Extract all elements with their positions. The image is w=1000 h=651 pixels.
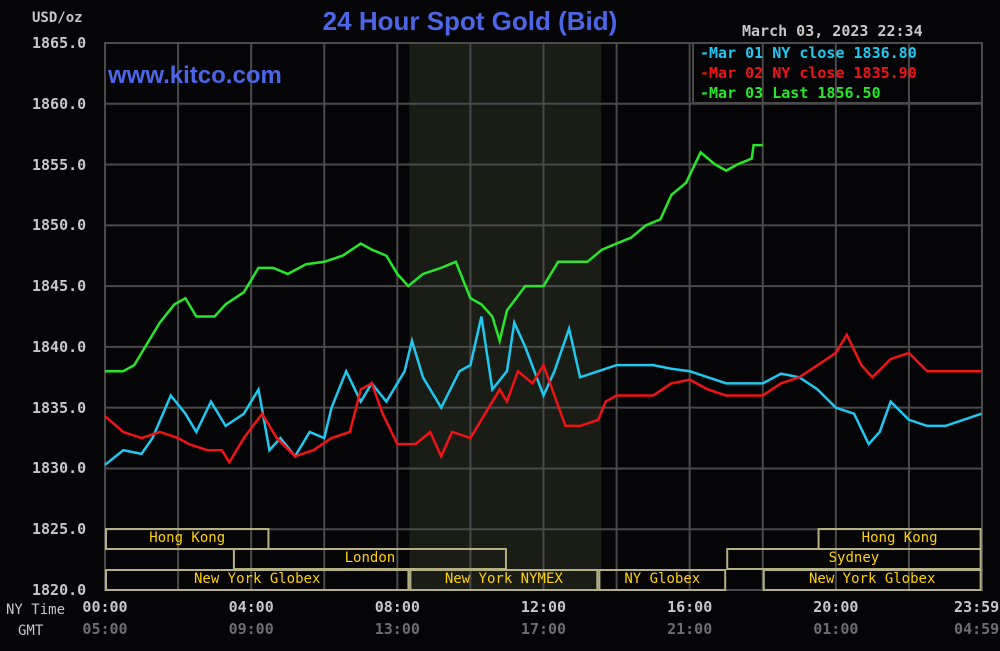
series-line-3 [105, 143, 763, 373]
session-label: NY Globex [624, 571, 701, 587]
y-tick-label: 1850.0 [32, 216, 87, 235]
timestamp: March 03, 2023 22:34 [742, 22, 923, 40]
x-tick-ny-label: 23:59 [954, 598, 1000, 616]
chart-title: 24 Hour Spot Gold (Bid) [322, 6, 618, 36]
session-label: New York Globex [193, 571, 321, 587]
y-tick-label: 1820.0 [32, 581, 87, 599]
y-axis-label: USD/oz [32, 10, 83, 26]
legend-box [692, 42, 983, 104]
x-tick-gmt-label: 05:00 [82, 620, 128, 638]
watermark: www.kitco.com [108, 62, 282, 89]
x-tick-ny-label: 08:00 [374, 598, 420, 616]
ny-time-label: NY Time [6, 602, 66, 618]
y-tick-label: 1830.0 [32, 459, 87, 478]
session-box [105, 528, 270, 550]
y-tick-label: 1855.0 [32, 155, 87, 174]
legend-entry: -Mar 03 Last 1856.50 [700, 84, 881, 102]
x-tick-ny-label: 04:00 [228, 598, 274, 616]
session-label: London [344, 550, 396, 566]
legend-entry: -Mar 01 NY close 1836.80 [700, 44, 917, 62]
y-tick-label: 1825.0 [32, 520, 87, 539]
session-label: New York Globex [808, 571, 936, 587]
x-tick-ny-label: 20:00 [813, 598, 859, 616]
x-tick-gmt-label: 04:59 [954, 620, 1000, 638]
session-box [598, 569, 727, 591]
y-tick-label: 1860.0 [32, 94, 87, 113]
session-box [105, 569, 410, 591]
x-tick-gmt-label: 01:00 [813, 620, 859, 638]
x-tick-gmt-label: 21:00 [667, 620, 713, 638]
x-tick-ny-label: 16:00 [667, 598, 713, 616]
session-box [762, 569, 982, 591]
y-tick-label: 1840.0 [32, 337, 87, 356]
x-tick-ny-label: 00:00 [82, 598, 128, 616]
y-tick-label: 1865.0 [32, 34, 87, 52]
series-line-2 [104, 332, 982, 465]
session-label: Sydney [828, 550, 880, 566]
session-label: Hong Kong [861, 530, 938, 546]
x-tick-gmt-label: 13:00 [374, 620, 420, 638]
session-label: Hong Kong [149, 530, 226, 546]
x-tick-ny-label: 12:00 [520, 598, 567, 616]
y-tick-label: 1835.0 [32, 398, 87, 417]
session-box [409, 569, 599, 591]
gmt-label: GMT [18, 623, 44, 639]
x-tick-gmt-label: 09:00 [228, 620, 274, 638]
legend-entry: -Mar 02 NY close 1835.90 [700, 64, 917, 82]
y-tick-label: 1845.0 [32, 277, 87, 296]
series-line-1 [104, 316, 983, 466]
x-tick-gmt-label: 17:00 [520, 620, 567, 638]
session-label: New York NYMEX [444, 571, 563, 587]
